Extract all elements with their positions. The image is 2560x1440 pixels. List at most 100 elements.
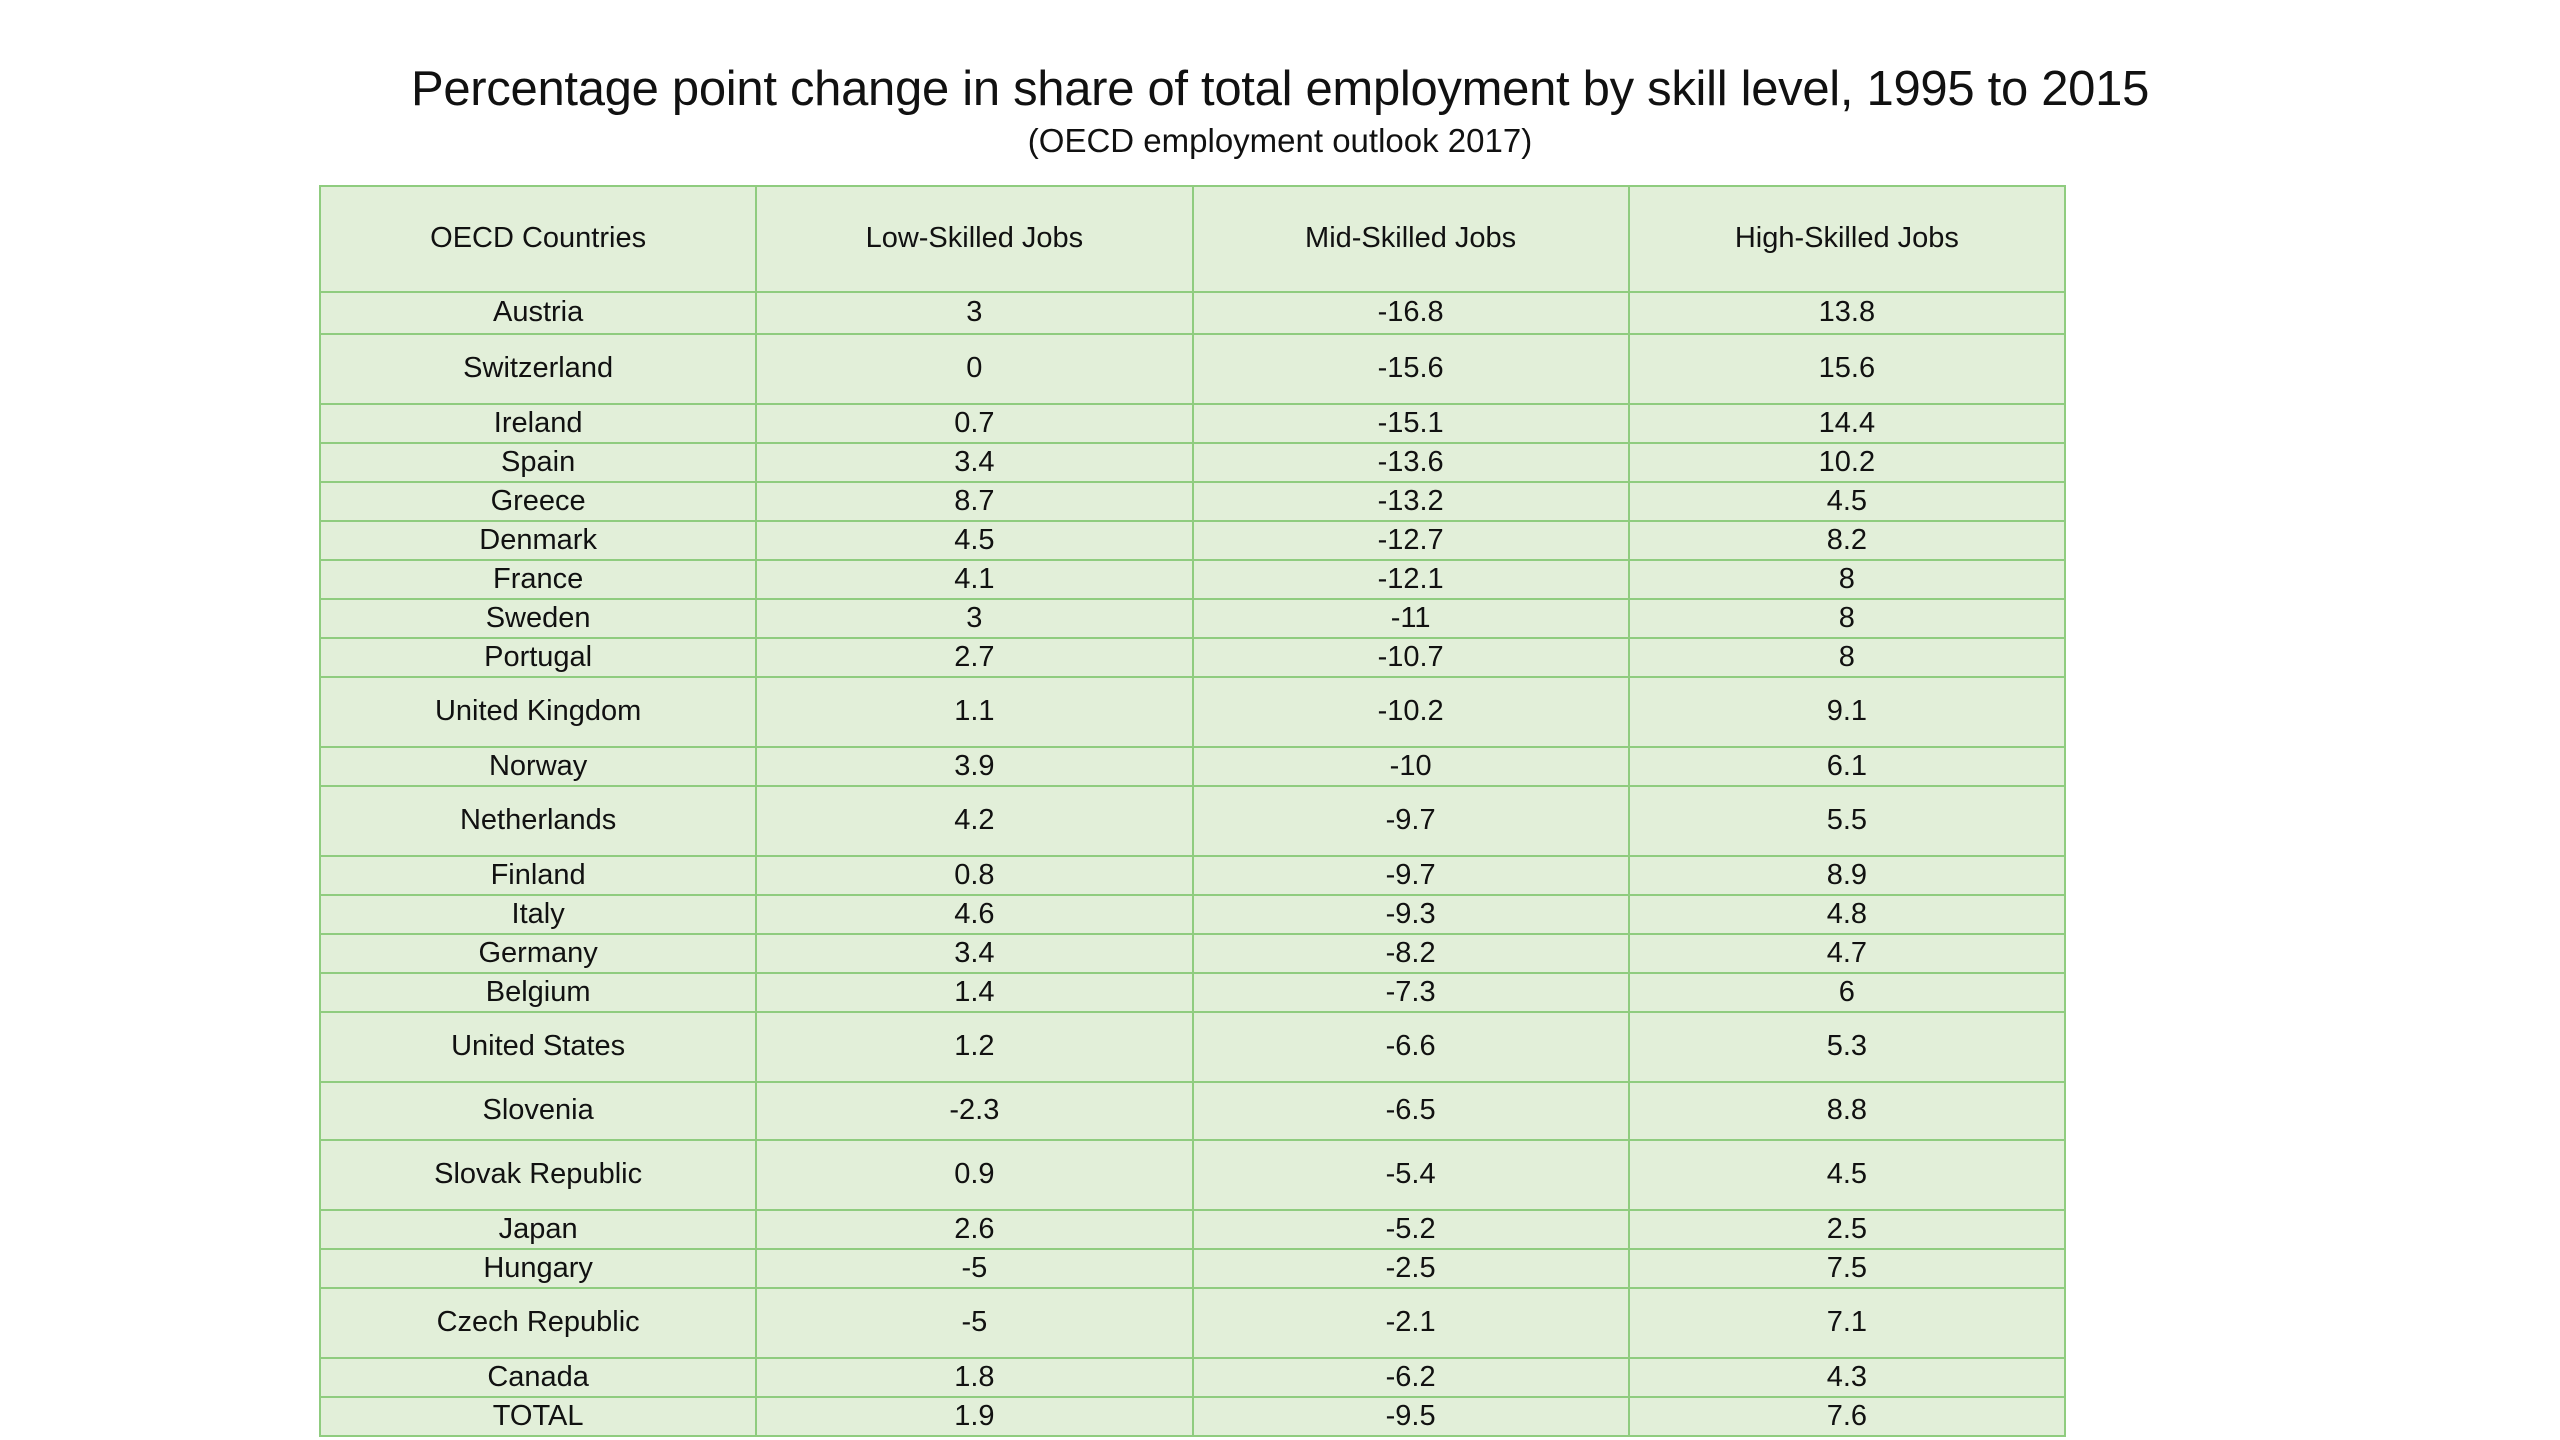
country-cell: Slovenia: [318, 1081, 758, 1141]
high-skilled-cell: 4.5: [1627, 481, 2067, 522]
high-skilled-cell: 13.8: [1627, 291, 2067, 335]
table-row: Japan 2.6 -5.2 2.5: [318, 1209, 2067, 1250]
country-cell: Hungary: [318, 1248, 758, 1289]
mid-skilled-cell: -10.7: [1191, 637, 1630, 678]
country-cell: Italy: [318, 894, 758, 935]
employment-table-container: OECD Countries Low-Skilled Jobs Mid-Skil…: [318, 185, 2067, 1437]
table-row: Denmark 4.5 -12.7 8.2: [318, 520, 2067, 561]
country-cell: Denmark: [318, 520, 758, 561]
column-header-low-skilled: Low-Skilled Jobs: [755, 185, 1194, 293]
low-skilled-cell: 1.2: [755, 1011, 1194, 1083]
page-title: Percentage point change in share of tota…: [410, 62, 2150, 116]
table-row: Ireland 0.7 -15.1 14.4: [318, 403, 2067, 444]
mid-skilled-cell: -9.7: [1191, 855, 1630, 896]
mid-skilled-cell: -8.2: [1191, 933, 1630, 974]
mid-skilled-cell: -6.5: [1191, 1081, 1630, 1141]
low-skilled-cell: 0.7: [755, 403, 1194, 444]
column-header-high-skilled: High-Skilled Jobs: [1627, 185, 2067, 293]
high-skilled-cell: 8.9: [1627, 855, 2067, 896]
high-skilled-cell: 8.8: [1627, 1081, 2067, 1141]
low-skilled-cell: 4.1: [755, 559, 1194, 600]
high-skilled-cell: 8: [1627, 598, 2067, 639]
low-skilled-cell: 1.9: [755, 1396, 1194, 1437]
table-row: France 4.1 -12.1 8: [318, 559, 2067, 600]
low-skilled-cell: 3.4: [755, 933, 1194, 974]
mid-skilled-cell: -10.2: [1191, 676, 1630, 748]
low-skilled-cell: 3: [755, 598, 1194, 639]
country-cell: United Kingdom: [318, 676, 758, 748]
country-cell: Norway: [318, 746, 758, 787]
country-cell: Spain: [318, 442, 758, 483]
high-skilled-cell: 7.6: [1627, 1396, 2067, 1437]
high-skilled-cell: 10.2: [1627, 442, 2067, 483]
low-skilled-cell: 2.6: [755, 1209, 1194, 1250]
mid-skilled-cell: -16.8: [1191, 291, 1630, 335]
low-skilled-cell: 3.9: [755, 746, 1194, 787]
high-skilled-cell: 5.5: [1627, 785, 2067, 857]
high-skilled-cell: 9.1: [1627, 676, 2067, 748]
mid-skilled-cell: -6.2: [1191, 1357, 1630, 1398]
high-skilled-cell: 5.3: [1627, 1011, 2067, 1083]
country-cell: Finland: [318, 855, 758, 896]
high-skilled-cell: 14.4: [1627, 403, 2067, 444]
high-skilled-cell: 4.5: [1627, 1139, 2067, 1211]
country-cell: Switzerland: [318, 333, 758, 405]
country-cell: Canada: [318, 1357, 758, 1398]
table-row: Spain 3.4 -13.6 10.2: [318, 442, 2067, 483]
country-cell: Portugal: [318, 637, 758, 678]
mid-skilled-cell: -15.1: [1191, 403, 1630, 444]
country-cell: Austria: [318, 291, 758, 335]
country-cell: Slovak Republic: [318, 1139, 758, 1211]
mid-skilled-cell: -12.7: [1191, 520, 1630, 561]
country-cell: Japan: [318, 1209, 758, 1250]
high-skilled-cell: 15.6: [1627, 333, 2067, 405]
employment-table: OECD Countries Low-Skilled Jobs Mid-Skil…: [318, 185, 2067, 1437]
high-skilled-cell: 4.7: [1627, 933, 2067, 974]
high-skilled-cell: 8.2: [1627, 520, 2067, 561]
high-skilled-cell: 7.1: [1627, 1287, 2067, 1359]
mid-skilled-cell: -5.2: [1191, 1209, 1630, 1250]
table-row: Greece 8.7 -13.2 4.5: [318, 481, 2067, 522]
low-skilled-cell: -5: [755, 1248, 1194, 1289]
low-skilled-cell: 8.7: [755, 481, 1194, 522]
low-skilled-cell: 0: [755, 333, 1194, 405]
table-row: Sweden 3 -11 8: [318, 598, 2067, 639]
mid-skilled-cell: -13.2: [1191, 481, 1630, 522]
table-row: Norway 3.9 -10 6.1: [318, 746, 2067, 787]
high-skilled-cell: 4.3: [1627, 1357, 2067, 1398]
high-skilled-cell: 4.8: [1627, 894, 2067, 935]
high-skilled-cell: 2.5: [1627, 1209, 2067, 1250]
high-skilled-cell: 6.1: [1627, 746, 2067, 787]
mid-skilled-cell: -7.3: [1191, 972, 1630, 1013]
table-row: Switzerland 0 -15.6 15.6: [318, 333, 2067, 405]
country-cell: United States: [318, 1011, 758, 1083]
table-row: Italy 4.6 -9.3 4.8: [318, 894, 2067, 935]
low-skilled-cell: 2.7: [755, 637, 1194, 678]
mid-skilled-cell: -2.5: [1191, 1248, 1630, 1289]
table-row: Germany 3.4 -8.2 4.7: [318, 933, 2067, 974]
mid-skilled-cell: -2.1: [1191, 1287, 1630, 1359]
mid-skilled-cell: -15.6: [1191, 333, 1630, 405]
low-skilled-cell: 1.4: [755, 972, 1194, 1013]
country-cell: Sweden: [318, 598, 758, 639]
low-skilled-cell: 0.8: [755, 855, 1194, 896]
mid-skilled-cell: -9.5: [1191, 1396, 1630, 1437]
mid-skilled-cell: -11: [1191, 598, 1630, 639]
country-cell: Belgium: [318, 972, 758, 1013]
low-skilled-cell: 4.6: [755, 894, 1194, 935]
table-row: Canada 1.8 -6.2 4.3: [318, 1357, 2067, 1398]
mid-skilled-cell: -12.1: [1191, 559, 1630, 600]
mid-skilled-cell: -9.7: [1191, 785, 1630, 857]
country-cell: Ireland: [318, 403, 758, 444]
table-row: Belgium 1.4 -7.3 6: [318, 972, 2067, 1013]
table-row: Austria 3 -16.8 13.8: [318, 291, 2067, 335]
low-skilled-cell: 3.4: [755, 442, 1194, 483]
mid-skilled-cell: -6.6: [1191, 1011, 1630, 1083]
table-row: Czech Republic -5 -2.1 7.1: [318, 1287, 2067, 1359]
low-skilled-cell: 3: [755, 291, 1194, 335]
page-subtitle: (OECD employment outlook 2017): [1027, 122, 1533, 159]
table-row: Netherlands 4.2 -9.7 5.5: [318, 785, 2067, 857]
low-skilled-cell: 4.5: [755, 520, 1194, 561]
country-cell: Greece: [318, 481, 758, 522]
high-skilled-cell: 8: [1627, 559, 2067, 600]
